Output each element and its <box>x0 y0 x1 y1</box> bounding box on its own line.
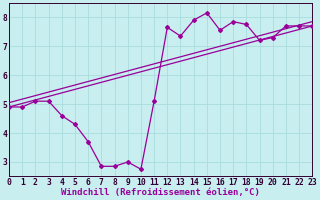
X-axis label: Windchill (Refroidissement éolien,°C): Windchill (Refroidissement éolien,°C) <box>61 188 260 197</box>
